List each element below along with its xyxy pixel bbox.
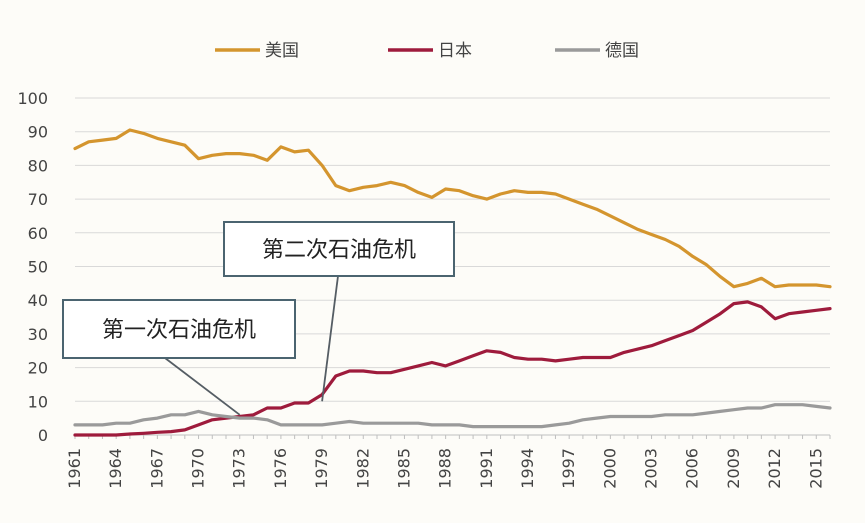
x-tick-label: 2015 [806,448,825,489]
x-tick-label: 1994 [518,448,537,489]
x-tick-label: 1967 [147,448,166,489]
x-tick-label: 1982 [353,448,372,489]
y-tick-label: 30 [28,325,48,344]
series-line-1 [73,128,832,289]
x-tick-label: 1976 [271,448,290,489]
callout-connector [321,275,339,402]
x-tick-label: 1961 [65,448,84,489]
x-tick-label: 1991 [477,448,496,489]
x-tick-label: 1979 [312,448,331,489]
x-tick-label: 2012 [765,448,784,489]
series-line-2 [73,300,832,437]
series-line-3 [73,403,832,429]
callout-connector [164,357,241,416]
legend: 美国 日本 德国 [215,41,639,61]
y-tick-label: 80 [28,156,48,175]
series-lines [73,128,832,437]
x-tick-label: 1997 [559,448,578,489]
callout-label: 第一次石油危机 [102,318,256,343]
callout-label: 第二次石油危机 [262,238,416,263]
x-tick-label: 2009 [724,448,743,489]
legend-label: 德国 [605,41,639,61]
x-tick-label: 2006 [683,448,702,489]
y-tick-label: 0 [38,426,48,445]
y-tick-label: 40 [28,291,48,310]
x-tick-label: 1973 [230,448,249,489]
y-tick-label: 50 [28,258,48,277]
y-axis: 0 10 20 30 40 50 60 70 80 90 100 [17,89,48,445]
x-tick-label: 1970 [189,448,208,489]
y-tick-label: 60 [28,224,48,243]
x-tick-label: 2003 [642,448,661,489]
y-tick-label: 10 [28,392,48,411]
x-tick-label: 1985 [394,448,413,489]
legend-label: 日本 [438,41,472,61]
y-tick-label: 100 [17,89,48,108]
x-tick-label: 1988 [436,448,455,489]
y-tick-label: 20 [28,359,48,378]
x-tick-label: 2000 [600,448,619,489]
legend-label: 美国 [265,41,299,61]
callout-box [62,299,296,359]
x-axis: 1961 1964 1967 1970 1973 1976 1979 1982 1985 1988… [65,434,831,489]
y-tick-label: 70 [28,190,48,209]
x-tick-label: 1964 [106,448,125,489]
callout-box [223,221,455,277]
y-tick-label: 90 [28,123,48,142]
